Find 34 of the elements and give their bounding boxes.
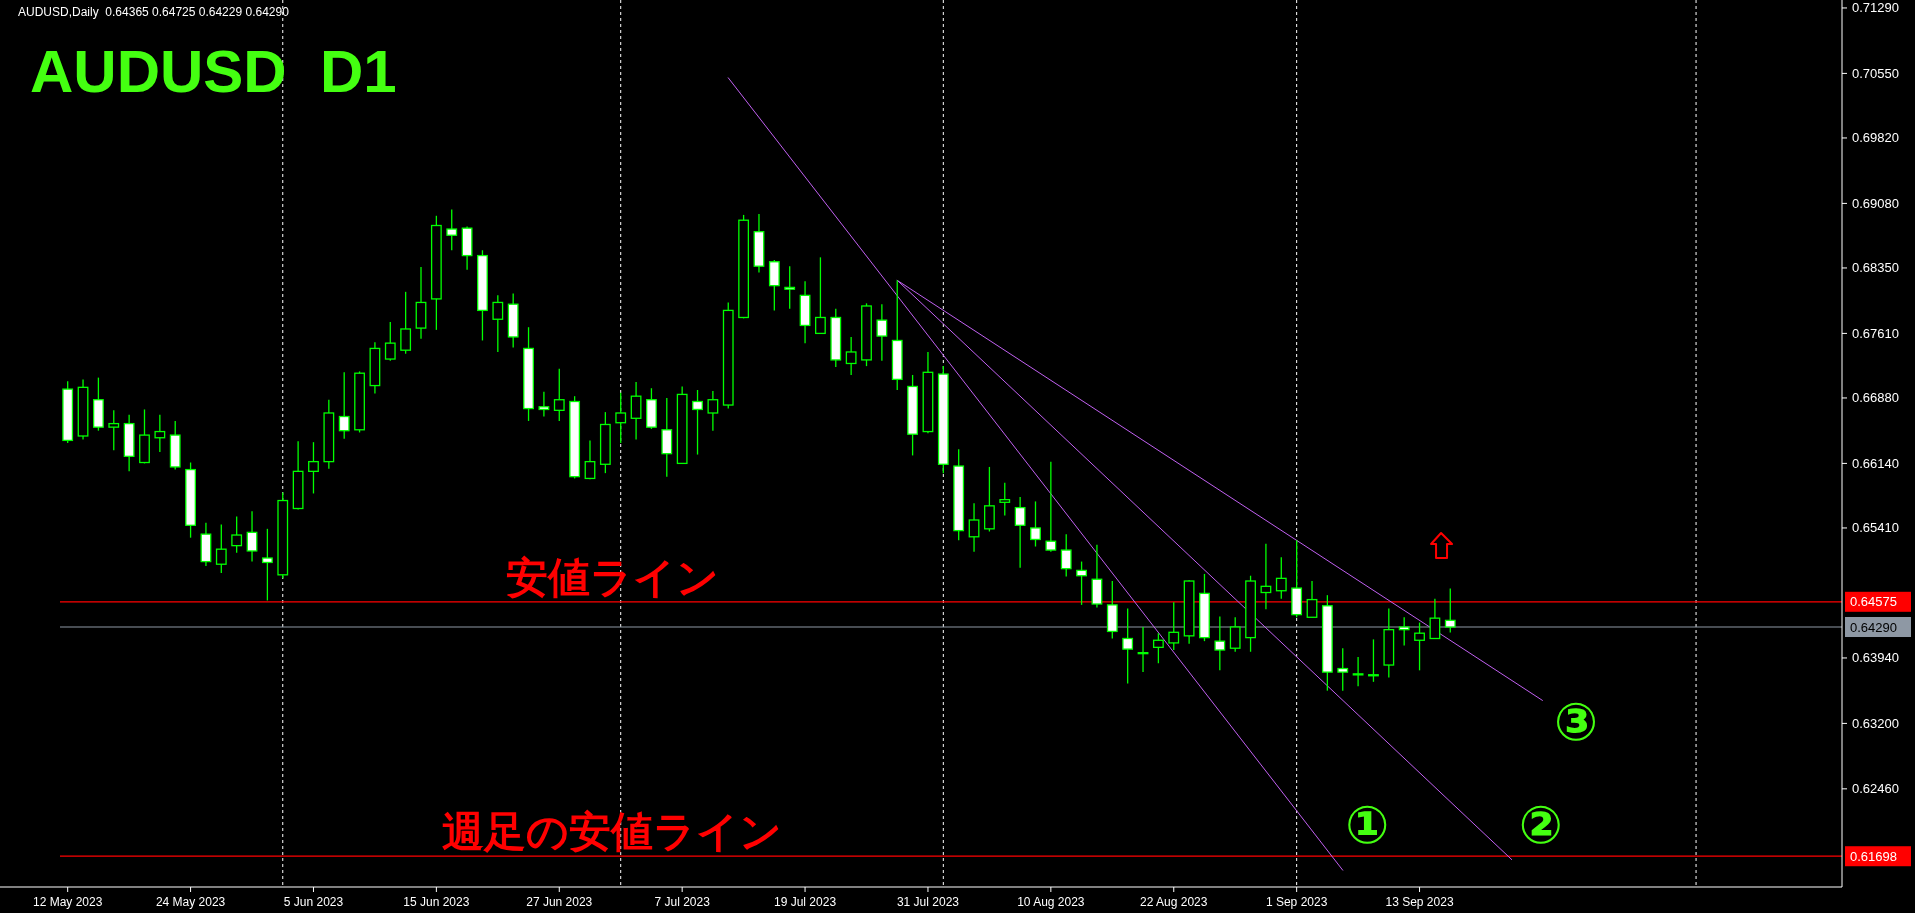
annotation: 安値ライン bbox=[505, 553, 719, 601]
y-tick-label: 0.63200 bbox=[1852, 715, 1899, 731]
chart-subtitle: AUDUSD,Daily 0.64365 0.64725 0.64229 0.64290 bbox=[18, 5, 290, 19]
y-tick-label: 0.66880 bbox=[1852, 390, 1899, 406]
x-tick-label: 15 Jun 2023 bbox=[403, 895, 470, 909]
series-label: ② bbox=[1518, 796, 1563, 854]
y-tick-label: 0.65410 bbox=[1852, 520, 1899, 536]
y-tick-label: 0.68350 bbox=[1852, 260, 1899, 276]
series-label: ① bbox=[1345, 796, 1390, 854]
x-tick-label: 12 May 2023 bbox=[32, 895, 103, 909]
annotation: 週足の安値ライン bbox=[442, 808, 782, 856]
x-tick-label: 5 Jun 2023 bbox=[283, 895, 344, 909]
x-tick-label: 10 Aug 2023 bbox=[1017, 895, 1085, 909]
y-tick-label: 0.66140 bbox=[1852, 455, 1899, 471]
x-tick-label: 13 Sep 2023 bbox=[1385, 895, 1454, 909]
y-tick-label: 0.69080 bbox=[1852, 195, 1899, 211]
series-label: ③ bbox=[1553, 693, 1598, 752]
text: AUDUSD D1 bbox=[30, 38, 397, 105]
x-tick-label: 22 Aug 2023 bbox=[1140, 895, 1208, 909]
ref-line-label: 0.61698 bbox=[1850, 848, 1897, 864]
x-tick-label: 19 Jul 2023 bbox=[774, 895, 837, 909]
y-tick-label: 0.71290 bbox=[1852, 0, 1899, 16]
y-tick-label: 0.70550 bbox=[1852, 65, 1899, 81]
ref-line-label: 0.64290 bbox=[1850, 619, 1897, 635]
ref-line-label: 0.64575 bbox=[1850, 594, 1897, 610]
y-tick-label: 0.62460 bbox=[1852, 781, 1899, 797]
y-tick-label: 0.63940 bbox=[1852, 650, 1899, 666]
x-tick-label: 1 Sep 2023 bbox=[1265, 895, 1328, 909]
x-tick-label: 31 Jul 2023 bbox=[896, 895, 960, 909]
y-tick-label: 0.69820 bbox=[1852, 130, 1899, 146]
y-tick-label: 0.67610 bbox=[1852, 325, 1899, 341]
x-tick-label: 27 Jun 2023 bbox=[526, 895, 593, 909]
x-tick-label: 7 Jul 2023 bbox=[654, 895, 711, 909]
x-tick-label: 24 May 2023 bbox=[155, 895, 226, 909]
